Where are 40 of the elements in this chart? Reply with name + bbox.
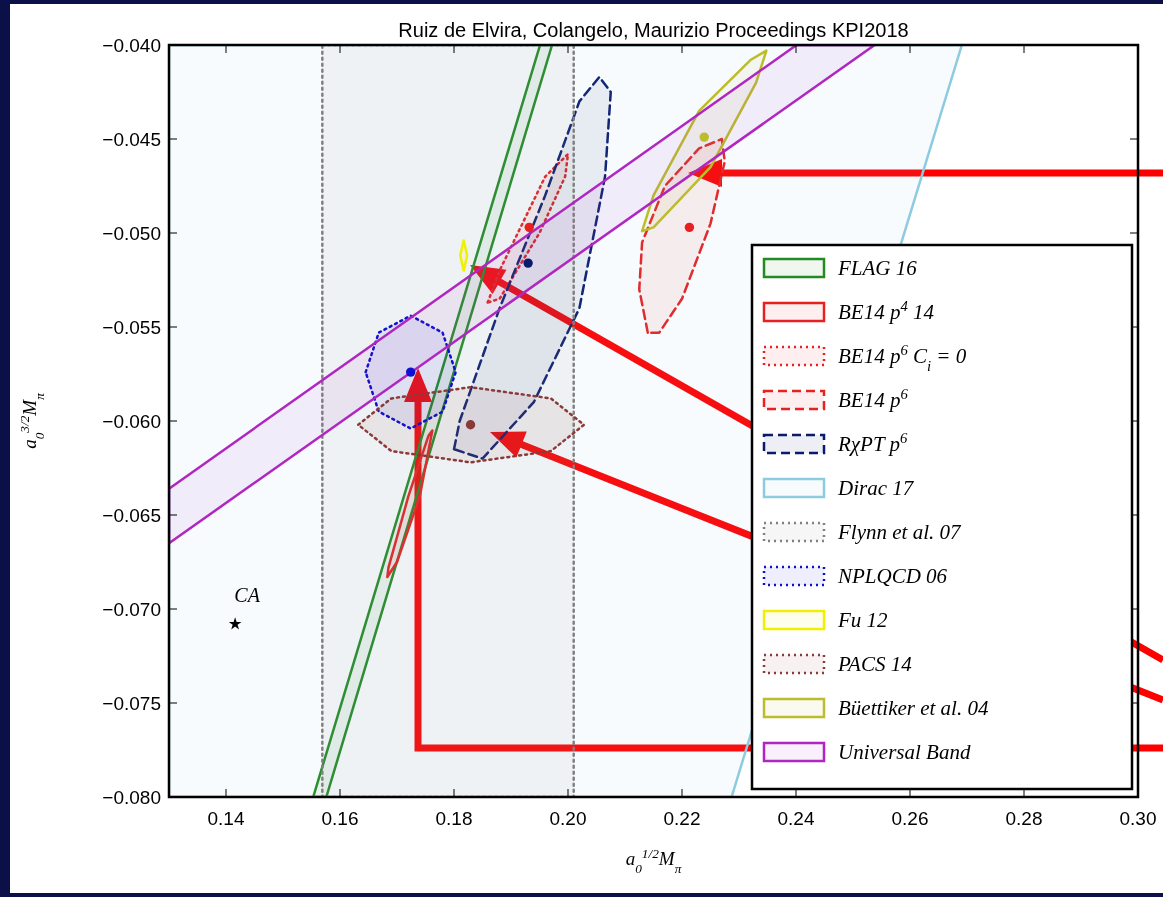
legend-label: Universal Band: [838, 740, 971, 764]
point: [699, 132, 709, 142]
legend-label: BE14 p$^{4}$ 14: [838, 298, 935, 324]
y-tick-label: −0.050: [102, 223, 161, 244]
x-tick-label: 0.16: [321, 808, 359, 829]
y-tick-label: −0.040: [102, 35, 161, 56]
legend-label: PACS 14: [837, 652, 913, 676]
legend-label: BE14 p$^{6}$ C$_{i}$ = 0: [838, 342, 967, 374]
x-tick-label: 0.14: [207, 808, 245, 829]
legend-label: Flynn et al. 07: [837, 520, 962, 544]
x-axis-title: a$_{0}$$^{1/2}$M$_{π}$: [625, 845, 682, 876]
point: [524, 222, 534, 233]
y-tick-label: −0.080: [102, 787, 161, 808]
annotation: CA: [234, 584, 261, 607]
x-tick-label: 0.28: [1005, 808, 1043, 829]
legend-label: Dirac 17: [837, 476, 915, 500]
y-tick-label: −0.070: [102, 599, 161, 620]
point: [465, 420, 476, 430]
x-tick-label: 0.22: [663, 808, 701, 829]
legend-label: Fu 12: [837, 608, 889, 632]
legend-label: BE14 p$^{6}$: [838, 386, 909, 412]
x-tick-label: 0.24: [777, 808, 815, 829]
y-tick-label: −0.055: [102, 317, 161, 338]
y-tick-label: −0.060: [102, 411, 161, 432]
point: [405, 367, 416, 377]
point: [684, 222, 695, 233]
legend-label: RχPT p$^{6}$: [837, 430, 908, 456]
y-tick-label: −0.075: [102, 693, 161, 714]
legend-label: Büettiker et al. 04: [838, 696, 989, 720]
point: [228, 617, 242, 630]
legend-label: FLAG 16: [837, 256, 918, 280]
x-tick-label: 0.18: [435, 808, 473, 829]
x-tick-label: 0.30: [1119, 808, 1157, 829]
chart-title: Ruiz de Elvira, Colangelo, Maurizio Proceedings KPI2018: [398, 19, 909, 41]
y-tick-label: −0.065: [102, 505, 161, 526]
x-tick-label: 0.20: [549, 808, 587, 829]
point: [523, 258, 533, 268]
legend-label: NPLQCD 06: [837, 564, 948, 588]
y-tick-label: −0.045: [102, 129, 161, 150]
x-tick-label: 0.26: [891, 808, 929, 829]
